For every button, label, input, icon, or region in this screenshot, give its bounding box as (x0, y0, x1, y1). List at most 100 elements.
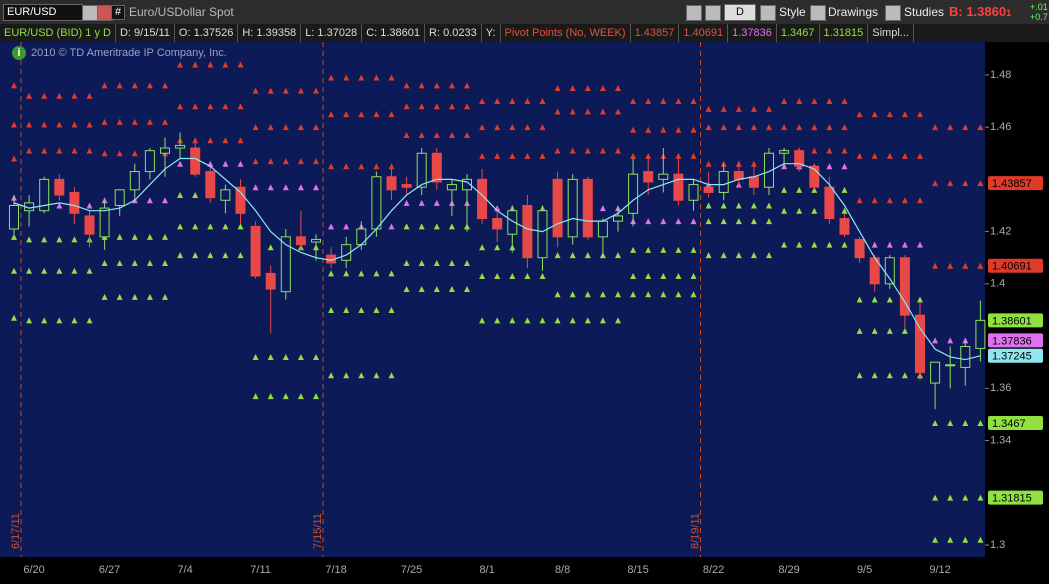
pivot-marker (252, 87, 259, 94)
pivot-marker (373, 111, 380, 118)
pivot-marker (146, 82, 153, 89)
pivot-marker (841, 207, 848, 214)
pivot-marker (796, 98, 803, 105)
pivot-marker (328, 163, 335, 170)
pivot-marker (101, 259, 108, 266)
pivot-marker (177, 192, 184, 199)
symbol-input[interactable]: EUR/USD (3, 4, 83, 21)
x-tick-label: 8/1 (479, 564, 494, 576)
candle-body (205, 171, 216, 199)
y-tick-label: 1.42 (990, 226, 1011, 238)
pivot-marker (131, 233, 138, 240)
pivot-marker (418, 82, 425, 89)
candle-body (311, 238, 321, 243)
pivot-marker (494, 98, 501, 105)
pivot-marker (71, 147, 78, 154)
pivot-marker (766, 124, 772, 131)
pivot-marker (554, 252, 561, 259)
pivot-marker (131, 293, 138, 300)
tool-icon[interactable] (705, 5, 721, 21)
pivot-marker (932, 536, 939, 543)
y-tick-label: 1.36 (990, 382, 1011, 394)
pivot-marker (599, 84, 606, 91)
pivot-marker (433, 223, 440, 230)
studies-icon[interactable] (885, 5, 901, 21)
pivot-marker (494, 317, 501, 324)
pivot-marker (146, 293, 153, 300)
study-value: 1.31815 (820, 24, 869, 42)
study-value: 1.3467 (777, 24, 820, 42)
pivot-marker (509, 152, 516, 159)
pivot-marker (146, 118, 153, 125)
pivot-marker (735, 105, 742, 112)
price-marker (988, 348, 1043, 363)
pivot-marker (977, 262, 984, 269)
pivot-marker (131, 82, 138, 89)
pivot-marker (464, 286, 470, 293)
pivot-marker (947, 494, 954, 501)
drawings-icon[interactable] (810, 5, 826, 21)
pivot-marker (328, 372, 335, 379)
pivot-marker (690, 126, 697, 133)
pivot-marker (720, 124, 727, 131)
candle-body (733, 171, 744, 180)
pivot-marker (433, 82, 440, 89)
pivot-marker (237, 223, 244, 230)
hash-button[interactable]: # (111, 5, 126, 20)
pivot-marker (26, 317, 33, 324)
pivot-marker (86, 121, 93, 128)
pivot-marker (101, 150, 108, 157)
pivot-marker (494, 244, 501, 251)
pivot-marker (11, 82, 17, 89)
more-studies[interactable]: Simpl... (868, 24, 914, 42)
candle-body (748, 176, 759, 188)
price-marker-label: 1.37836 (992, 335, 1032, 347)
pivot-marker (177, 61, 184, 68)
pivot-marker (86, 92, 93, 99)
pivot-marker (297, 87, 304, 94)
symbol-dropdown[interactable] (82, 5, 98, 21)
pivot-marker (494, 272, 501, 279)
pivot-marker (222, 160, 229, 167)
pivot-marker (252, 393, 259, 400)
candle-body (703, 186, 714, 193)
pivot-marker (856, 372, 863, 379)
candle-body (190, 147, 201, 175)
candle-body (522, 204, 533, 259)
candle-body (930, 361, 941, 384)
pivot-marker (599, 108, 606, 115)
y: Y: (482, 24, 501, 42)
style-icon[interactable] (760, 5, 776, 21)
pivot-marker (146, 197, 153, 204)
candle-body (658, 173, 669, 180)
pivot-marker (237, 252, 244, 259)
pivot-marker (328, 306, 335, 313)
pivot-marker (177, 160, 184, 167)
drawings-button[interactable]: Drawings (828, 5, 879, 19)
pivot-marker (343, 223, 350, 230)
pivot-marker (977, 180, 984, 187)
tool-icon[interactable] (686, 5, 702, 21)
studies-button[interactable]: Studies (904, 5, 945, 19)
pivot-marker (977, 124, 984, 131)
pivot-marker (388, 163, 395, 170)
aggregation-button[interactable]: D (724, 4, 756, 21)
style-button[interactable]: Style (779, 5, 806, 19)
x-tick-label: 7/11 (250, 564, 271, 576)
pivot-marker (886, 296, 893, 303)
pivot-marker (479, 152, 486, 159)
pivot-marker (71, 92, 78, 99)
pivot-marker (660, 218, 667, 225)
pivot-marker (660, 291, 667, 298)
pivot-marker (781, 124, 788, 131)
pivot-marker (856, 152, 863, 159)
info-icon[interactable] (12, 46, 26, 60)
pivot-marker (615, 147, 621, 154)
pivot-marker (222, 103, 229, 110)
candle-body (975, 319, 986, 349)
candle-body (628, 173, 639, 214)
pivot-marker (796, 186, 803, 193)
pivot-marker (282, 353, 289, 360)
pivot-marker (690, 98, 697, 105)
